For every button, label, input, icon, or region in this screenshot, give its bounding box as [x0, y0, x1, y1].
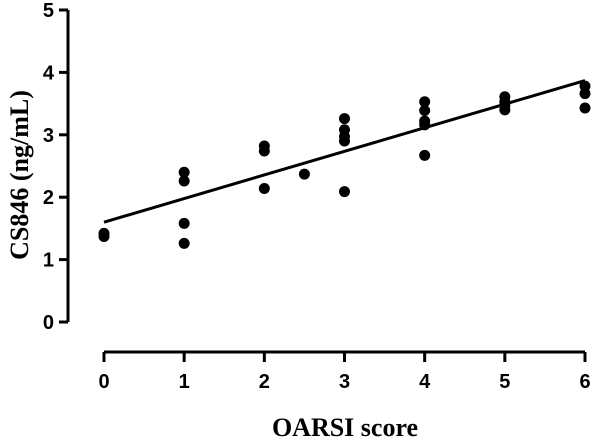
x-tick-label: 5: [499, 371, 510, 393]
y-axis-title: CS846 (ng/mL): [5, 90, 34, 260]
regression-layer: [103, 79, 586, 224]
data-point: [419, 96, 431, 108]
data-point: [178, 237, 190, 249]
data-point: [339, 113, 350, 125]
x-axis: 0 1 2 3 4 5 6: [98, 350, 591, 393]
data-point: [339, 186, 350, 198]
x-axis-title: OARSI score: [272, 413, 418, 442]
x-tick-label: 4: [419, 371, 431, 393]
data-point: [298, 168, 310, 180]
data-point: [499, 104, 511, 116]
y-tick-label: 1: [43, 250, 54, 272]
data-point: [419, 119, 431, 131]
data-point: [178, 175, 190, 187]
x-tick-label: 6: [579, 371, 590, 393]
data-point: [258, 182, 270, 194]
data-point: [178, 166, 190, 178]
data-point: [579, 102, 591, 114]
data-point: [579, 88, 591, 100]
y-tick-label: 0: [43, 312, 54, 334]
x-tick-label: 2: [259, 371, 270, 393]
data-point: [258, 145, 270, 157]
data-points: [98, 80, 591, 249]
data-point: [98, 231, 110, 243]
y-tick-label: 5: [43, 0, 54, 22]
data-point: [419, 104, 431, 116]
data-point: [339, 135, 350, 147]
regression-line: [103, 79, 586, 224]
y-axis: 0 1 2 3 4 5: [43, 0, 70, 334]
y-tick-label: 4: [43, 62, 55, 84]
data-point: [419, 149, 431, 161]
data-point: [178, 217, 190, 229]
x-tick-label: 1: [179, 371, 190, 393]
x-tick-label: 0: [98, 371, 109, 393]
y-tick-label: 2: [43, 187, 54, 209]
y-tick-label: 3: [43, 125, 54, 147]
x-tick-label: 3: [339, 371, 350, 393]
